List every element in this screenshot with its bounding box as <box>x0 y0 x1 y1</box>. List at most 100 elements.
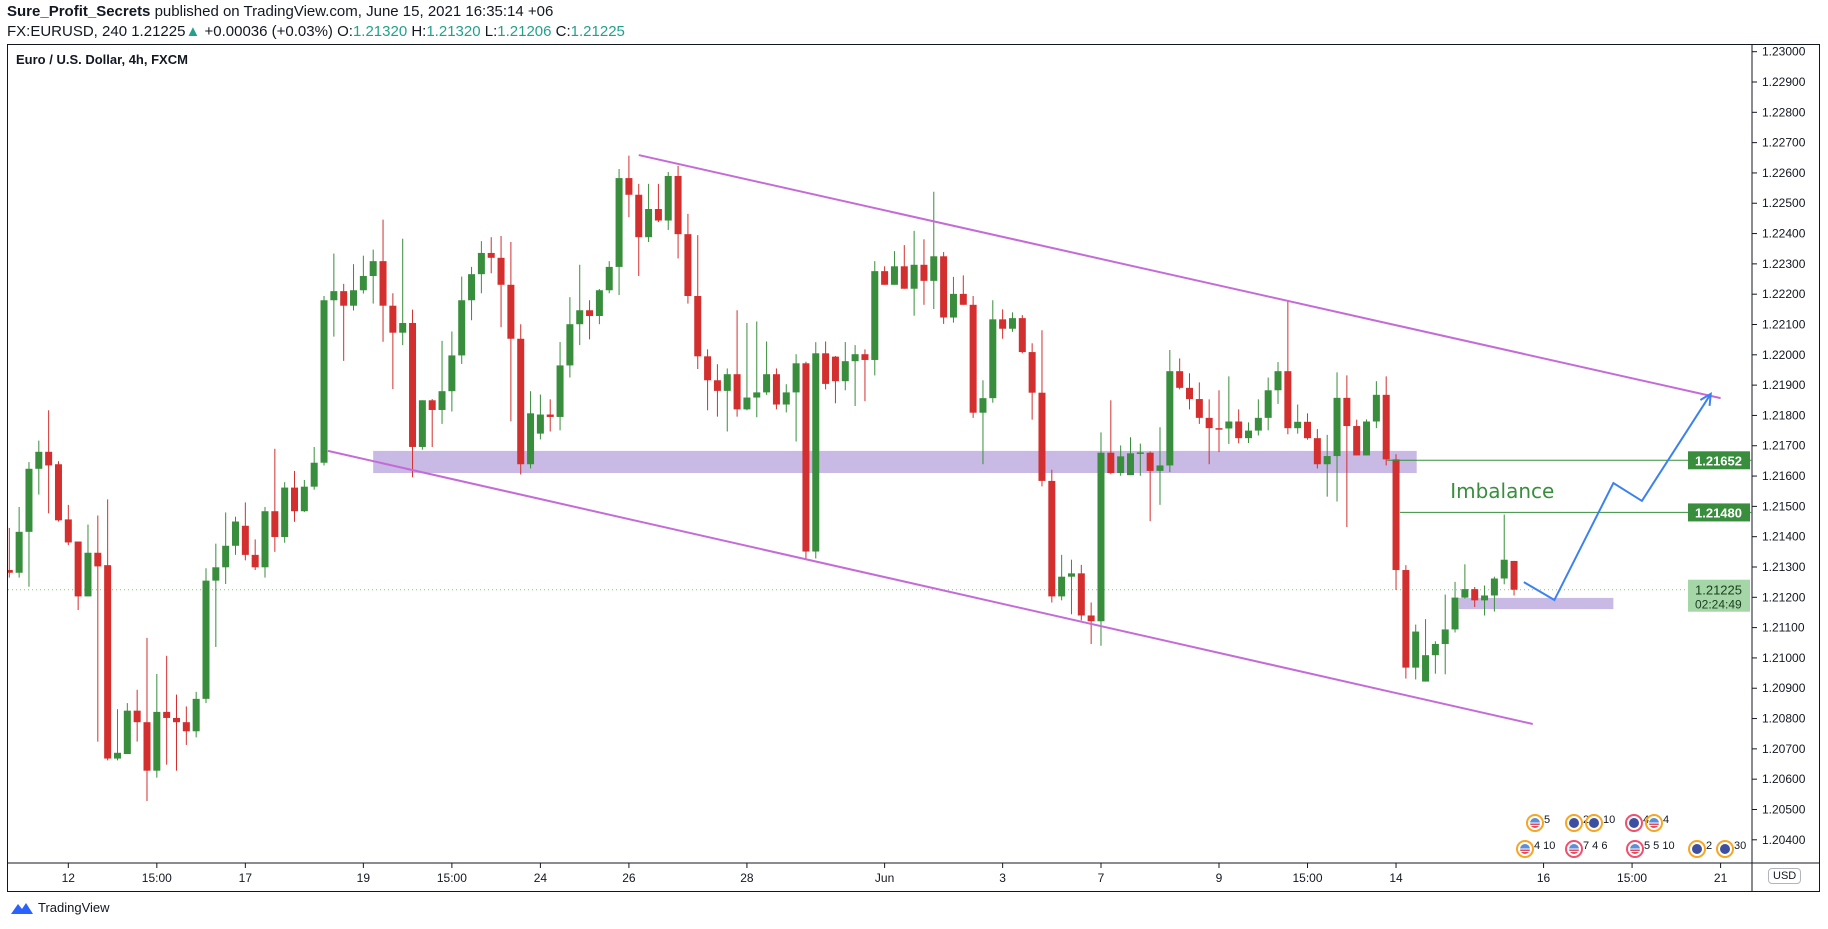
candle-body <box>635 194 643 238</box>
candle <box>389 293 397 390</box>
candle-body <box>192 698 200 732</box>
candle-body <box>940 256 948 318</box>
price-tick-label: 1.22200 <box>1762 287 1806 301</box>
candle-body <box>35 451 43 469</box>
candle <box>822 341 830 390</box>
candle <box>1510 560 1518 596</box>
candle-body <box>15 531 23 573</box>
open-label: O: <box>337 23 353 40</box>
economic-event[interactable]: 2 <box>1688 840 1712 858</box>
candle <box>340 283 348 361</box>
candle <box>1235 409 1243 444</box>
candle <box>35 440 43 495</box>
candle-body <box>428 400 436 410</box>
candle-body <box>143 722 151 771</box>
candle-body <box>45 451 53 466</box>
candle-body <box>1126 453 1134 476</box>
candle-body <box>1500 559 1508 579</box>
projection-path[interactable] <box>1523 393 1712 602</box>
candle <box>930 191 938 310</box>
candle-body <box>1422 655 1430 682</box>
candle <box>802 361 810 559</box>
time-tick-label: 15:00 <box>1293 871 1323 885</box>
price-tick-label: 1.21000 <box>1762 651 1806 665</box>
author-name[interactable]: Sure_Profit_Secrets <box>7 3 151 20</box>
candle-body <box>1471 589 1479 601</box>
event-count: 4 <box>1663 814 1670 826</box>
candle <box>1451 581 1459 633</box>
economic-event[interactable]: 5 5 10 <box>1626 840 1675 858</box>
brand-name[interactable]: TradingView <box>38 900 110 915</box>
candle <box>261 506 269 578</box>
candle <box>694 235 702 370</box>
candle-body <box>999 319 1007 329</box>
imbalance-label[interactable]: Imbalance <box>1450 479 1554 503</box>
current-price-box <box>1688 579 1750 612</box>
candle <box>1077 564 1085 621</box>
candle <box>192 691 200 738</box>
candle <box>871 261 879 376</box>
candle-body <box>556 365 564 417</box>
publish-text: published on TradingView.com, June 15, 2… <box>154 3 554 20</box>
economic-event[interactable]: 4 10 <box>1516 840 1555 858</box>
candle <box>881 266 889 285</box>
time-axis[interactable]: 12 15:00 17 19 15:00 24 26 28 Jun 3 7 9 15:00 14 16 15:… <box>62 863 1728 885</box>
candle-body <box>772 374 780 405</box>
candle <box>1254 399 1262 436</box>
price-tick-label: 1.21300 <box>1762 560 1806 574</box>
candle <box>1097 432 1105 646</box>
candle-body <box>1215 428 1223 430</box>
candle <box>350 264 358 311</box>
candle <box>1461 564 1469 599</box>
candle-body <box>871 271 879 360</box>
target-zone[interactable] <box>1458 597 1614 610</box>
high-label: H: <box>411 23 427 40</box>
candle <box>546 399 554 432</box>
candle <box>743 322 751 411</box>
candle <box>438 340 446 424</box>
time-tick-label: 17 <box>239 871 253 885</box>
time-tick-label: Jun <box>875 871 894 885</box>
candle <box>1215 390 1223 453</box>
candle-body <box>84 552 92 597</box>
price-axis[interactable]: 1.23000 1.22900 1.22800 1.22700 1.22600 1.225… <box>1752 45 1806 847</box>
channel-upper-line[interactable] <box>638 154 1721 400</box>
economic-event[interactable]: 4 <box>1645 814 1669 832</box>
current-price-label: 1.21225 <box>1695 583 1742 598</box>
candle-body <box>379 261 387 306</box>
candle-body <box>291 487 299 512</box>
economic-event[interactable]: 7 4 6 <box>1565 840 1607 858</box>
candle <box>1402 565 1410 679</box>
candle-body <box>1363 421 1371 456</box>
time-tick-label: 26 <box>622 871 636 885</box>
economic-event[interactable]: 10 <box>1585 814 1615 832</box>
candle-body <box>1490 578 1498 596</box>
price-tick-label: 1.22500 <box>1762 196 1806 210</box>
last-price: 1.21225 <box>131 23 186 40</box>
arrow-head-icon <box>1699 392 1712 406</box>
economic-event[interactable]: 30 <box>1716 840 1746 858</box>
channel-lower-line[interactable] <box>327 449 1533 725</box>
candle <box>104 499 112 761</box>
candle-body <box>1087 615 1095 622</box>
candle <box>1372 381 1380 429</box>
close-label: C: <box>555 23 571 40</box>
price-tick-label: 1.21800 <box>1762 408 1806 422</box>
economic-event[interactable]: 5 <box>1526 814 1550 832</box>
time-tick-label: 3 <box>999 871 1006 885</box>
candle <box>1392 454 1400 591</box>
candle-body <box>595 290 603 317</box>
candle <box>1028 343 1036 420</box>
candle <box>123 703 131 755</box>
candle <box>586 300 594 340</box>
candle-body <box>1510 560 1518 590</box>
candle-body <box>812 353 820 552</box>
candle <box>782 384 790 413</box>
candle <box>556 342 564 431</box>
candle-body <box>1176 371 1184 388</box>
tradingview-logo-icon <box>11 902 33 914</box>
demand-zone[interactable] <box>373 450 1417 474</box>
currency-button[interactable]: USD <box>1768 868 1802 884</box>
candle-body <box>1481 595 1489 601</box>
